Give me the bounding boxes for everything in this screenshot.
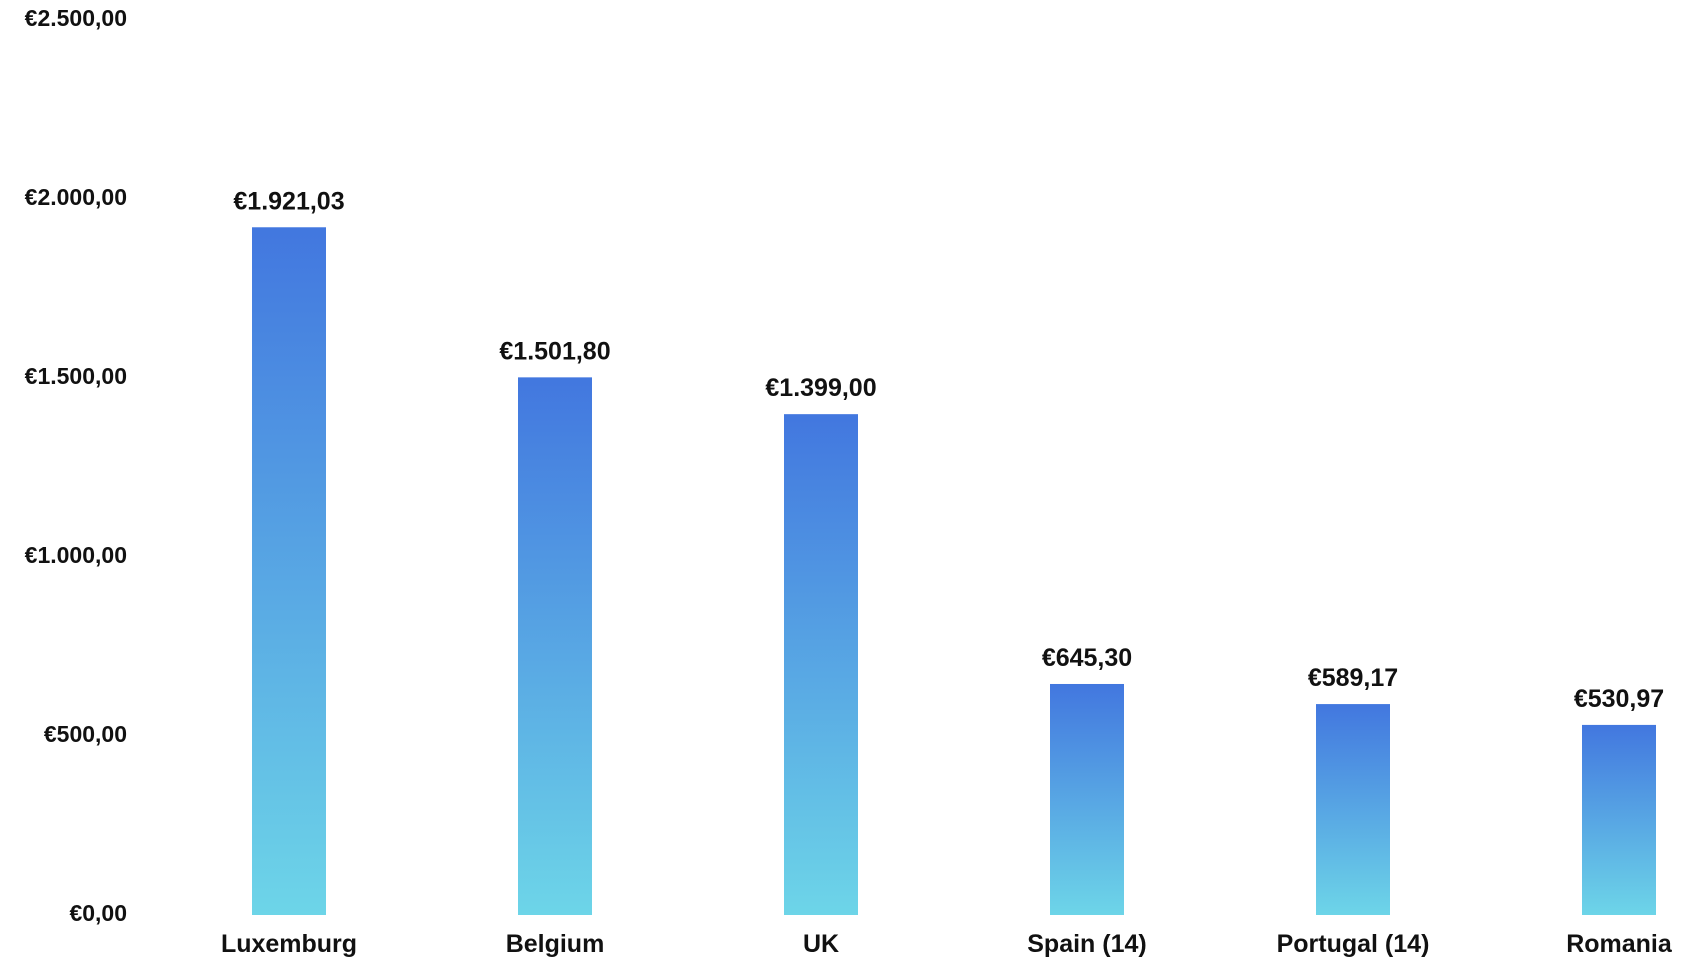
x-tick-label: Portugal (14) (1277, 930, 1430, 958)
x-tick-label: UK (803, 930, 839, 958)
data-label: €530,97 (1574, 685, 1664, 713)
data-label: €589,17 (1308, 664, 1398, 692)
data-label: €1.399,00 (765, 374, 876, 402)
bar (518, 377, 592, 915)
bar (1050, 683, 1124, 915)
x-tick-label: Spain (14) (1027, 930, 1146, 958)
x-tick-label: Romania (1566, 930, 1673, 958)
bar (252, 227, 326, 916)
data-labels: €1.921,03 €1.501,80 €1.399,00 €645,30 €589,1… (233, 187, 1664, 713)
y-tick-label: €2.500,00 (25, 5, 127, 31)
data-label: €1.501,80 (499, 337, 610, 365)
x-tick-label: Belgium (506, 930, 605, 958)
data-label: €645,30 (1042, 644, 1132, 672)
bar (1316, 704, 1390, 915)
bar (1582, 724, 1656, 915)
y-tick-label: €500,00 (44, 721, 127, 747)
x-tick-label: Luxemburg (221, 930, 357, 958)
y-tick-label: €0,00 (69, 900, 127, 926)
y-tick-label: €2.000,00 (25, 184, 127, 210)
bars (252, 227, 1656, 916)
y-tick-label: €1.500,00 (25, 363, 127, 389)
y-axis: €0,00 €500,00 €1.000,00 €1.500,00 €2.000,00 €… (25, 5, 127, 926)
bar (784, 414, 858, 915)
x-axis: Luxemburg Belgium UK Spain (14) Portugal (14… (221, 930, 1673, 958)
y-tick-label: €1.000,00 (25, 542, 127, 568)
data-label: €1.921,03 (233, 187, 344, 215)
